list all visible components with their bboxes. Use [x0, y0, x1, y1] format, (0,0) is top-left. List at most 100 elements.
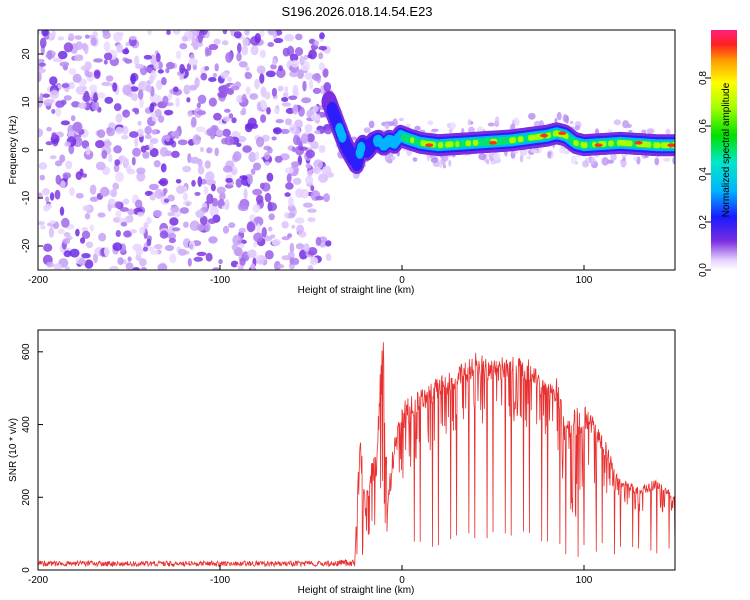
noise-speckle — [188, 58, 199, 66]
noise-speckle — [208, 97, 217, 107]
noise-speckle — [238, 61, 248, 68]
snr-ylabel: SNR (10 * v/v) — [8, 418, 19, 482]
noise-speckle — [189, 156, 200, 164]
noise-speckle — [74, 35, 83, 40]
noise-speckle — [284, 167, 294, 174]
noise-speckle — [197, 176, 203, 188]
noise-speckle — [171, 150, 180, 158]
spectrogram-ylabel: Frequency (Hz) — [8, 116, 19, 185]
noise-speckle — [169, 253, 177, 264]
noise-speckle — [136, 128, 144, 138]
x-tick-label: 0 — [399, 275, 405, 286]
noise-speckle — [323, 82, 332, 92]
noise-speckle — [68, 33, 75, 40]
noise-speckle — [255, 151, 260, 161]
noise-speckle — [168, 232, 177, 240]
noise-speckle — [125, 42, 130, 47]
noise-speckle — [263, 145, 272, 151]
noise-speckle — [198, 33, 203, 44]
ridge-haze — [644, 154, 649, 158]
noise-speckle — [227, 76, 232, 83]
noise-speckle — [185, 202, 191, 207]
colorbar-tick-label: 0.0 — [698, 263, 709, 277]
ridge-haze — [528, 112, 536, 120]
noise-speckle — [46, 98, 55, 104]
snr-ticks: -200 -100 0 100 0 200 400 600 — [21, 343, 593, 586]
noise-speckle — [242, 145, 252, 153]
noise-speckle — [38, 221, 45, 226]
colorbar-label: Normalized spectral amplitude — [721, 82, 732, 217]
noise-speckle — [250, 168, 256, 175]
noise-speckle — [306, 133, 315, 143]
noise-speckle — [260, 99, 266, 109]
noise-speckle — [84, 212, 91, 220]
noise-speckle — [134, 55, 140, 66]
noise-speckle — [157, 115, 165, 123]
noise-speckle — [284, 212, 289, 219]
noise-speckle — [153, 210, 163, 218]
noise-speckle — [167, 194, 175, 202]
noise-speckle — [45, 196, 50, 203]
noise-speckle — [89, 196, 99, 202]
noise-speckle — [119, 155, 126, 162]
noise-speckle — [307, 170, 313, 178]
noise-speckle — [75, 192, 84, 199]
ridge-haze — [514, 117, 519, 124]
noise-speckle — [71, 101, 81, 108]
noise-speckle — [81, 140, 90, 149]
noise-speckle — [313, 166, 321, 175]
ridge-haze — [575, 161, 579, 165]
noise-speckle — [129, 131, 139, 138]
noise-speckle — [103, 246, 110, 257]
ridge-haze — [556, 111, 562, 121]
noise-speckle — [174, 129, 180, 140]
noise-speckle — [225, 52, 233, 63]
noise-speckle — [232, 234, 242, 246]
y-tick-label: 400 — [21, 416, 32, 433]
noise-speckle — [137, 120, 142, 126]
noise-speckle — [310, 185, 315, 192]
noise-speckle — [228, 113, 234, 119]
noise-speckle — [224, 108, 231, 113]
noise-speckle — [233, 31, 242, 39]
noise-speckle — [192, 134, 201, 146]
noise-speckle — [97, 92, 106, 99]
noise-speckle — [55, 174, 62, 185]
noise-speckle — [207, 218, 217, 225]
noise-speckle — [244, 30, 250, 36]
noise-speckle — [212, 197, 218, 208]
noise-speckle — [206, 193, 214, 205]
ridge-haze — [448, 128, 453, 134]
noise-speckle — [126, 168, 136, 175]
ridge-haze — [426, 154, 431, 162]
noise-speckle — [273, 127, 282, 135]
noise-speckle — [38, 162, 48, 170]
noise-speckle — [196, 251, 207, 257]
ridge-haze — [384, 123, 390, 130]
noise-speckle — [115, 126, 123, 135]
noise-speckle — [178, 248, 187, 256]
noise-speckle — [159, 146, 169, 157]
noise-speckle — [93, 92, 98, 103]
noise-speckle — [254, 78, 260, 90]
noise-speckle — [285, 182, 294, 190]
noise-speckle — [61, 83, 70, 88]
noise-speckle — [83, 43, 89, 55]
noise-speckle — [205, 171, 215, 182]
ridge-peak — [425, 143, 434, 147]
noise-speckle — [265, 70, 276, 78]
colorbar-tick-label: 0.6 — [698, 119, 709, 133]
noise-speckle — [215, 129, 224, 136]
noise-speckle — [296, 224, 304, 234]
noise-speckle — [266, 172, 274, 182]
noise-speckle — [268, 213, 275, 221]
noise-speckle — [78, 258, 86, 266]
noise-speckle — [241, 44, 249, 56]
ridge-haze — [467, 119, 471, 126]
noise-speckle — [75, 41, 83, 50]
noise-speckle — [221, 84, 230, 95]
noise-speckle — [264, 192, 272, 203]
noise-speckle — [120, 221, 128, 227]
noise-speckle — [238, 265, 244, 270]
noise-speckle — [144, 134, 152, 140]
